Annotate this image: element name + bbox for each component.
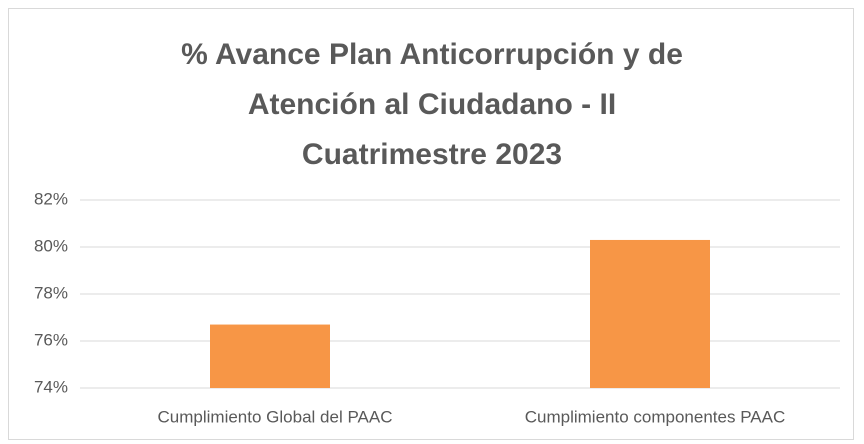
y-tick-label: 76%	[34, 330, 68, 349]
x-tick-label: Cumplimiento componentes PAAC	[525, 407, 785, 426]
chart-frame	[8, 8, 854, 440]
bar	[590, 239, 710, 388]
y-tick-label: 78%	[34, 283, 68, 302]
chart-title: % Avance Plan Anticorrupción y de Atenci…	[181, 38, 683, 171]
y-tick-label: 80%	[34, 236, 68, 255]
y-tick-label: 82%	[34, 189, 68, 208]
y-tick-label: 74%	[34, 377, 68, 396]
x-tick-label: Cumplimiento Global del PAAC	[158, 407, 393, 426]
bar	[210, 324, 330, 388]
